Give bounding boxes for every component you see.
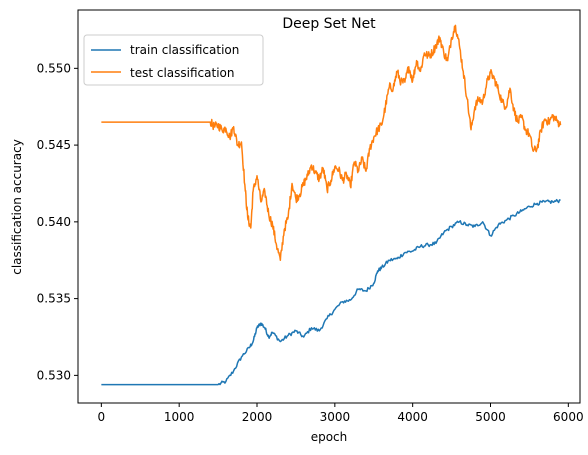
series-line-train <box>101 198 561 386</box>
x-tick-label: 4000 <box>397 410 428 424</box>
chart-title: Deep Set Net <box>282 16 376 32</box>
x-tick-label: 1000 <box>164 410 195 424</box>
y-tick-label: 0.545 <box>37 138 71 152</box>
legend-box <box>83 34 264 86</box>
y-tick-label: 0.530 <box>37 368 71 382</box>
x-tick-label: 5000 <box>475 410 506 424</box>
y-tick-label: 0.550 <box>37 61 71 75</box>
y-axis-label: classification accuracy <box>10 139 24 275</box>
x-tick-label: 2000 <box>242 410 273 424</box>
legend-label-train: train classification <box>130 43 239 57</box>
x-tick-label: 0 <box>98 410 106 424</box>
series-line-test <box>101 24 562 261</box>
legend-label-test: test classification <box>130 66 234 80</box>
x-axis-ticks: 0 1000 2000 3000 4000 5000 6000 <box>98 403 584 424</box>
y-tick-label: 0.535 <box>37 292 71 306</box>
x-tick-label: 3000 <box>320 410 351 424</box>
x-axis-label: epoch <box>311 430 348 444</box>
y-tick-label: 0.540 <box>37 215 71 229</box>
plot-lines <box>101 24 562 386</box>
legend: train classification test classification <box>83 34 264 86</box>
y-axis-ticks: 0.530 0.535 0.540 0.545 0.550 <box>37 61 78 382</box>
plot-frame <box>77 9 581 404</box>
x-tick-label: 6000 <box>553 410 584 424</box>
